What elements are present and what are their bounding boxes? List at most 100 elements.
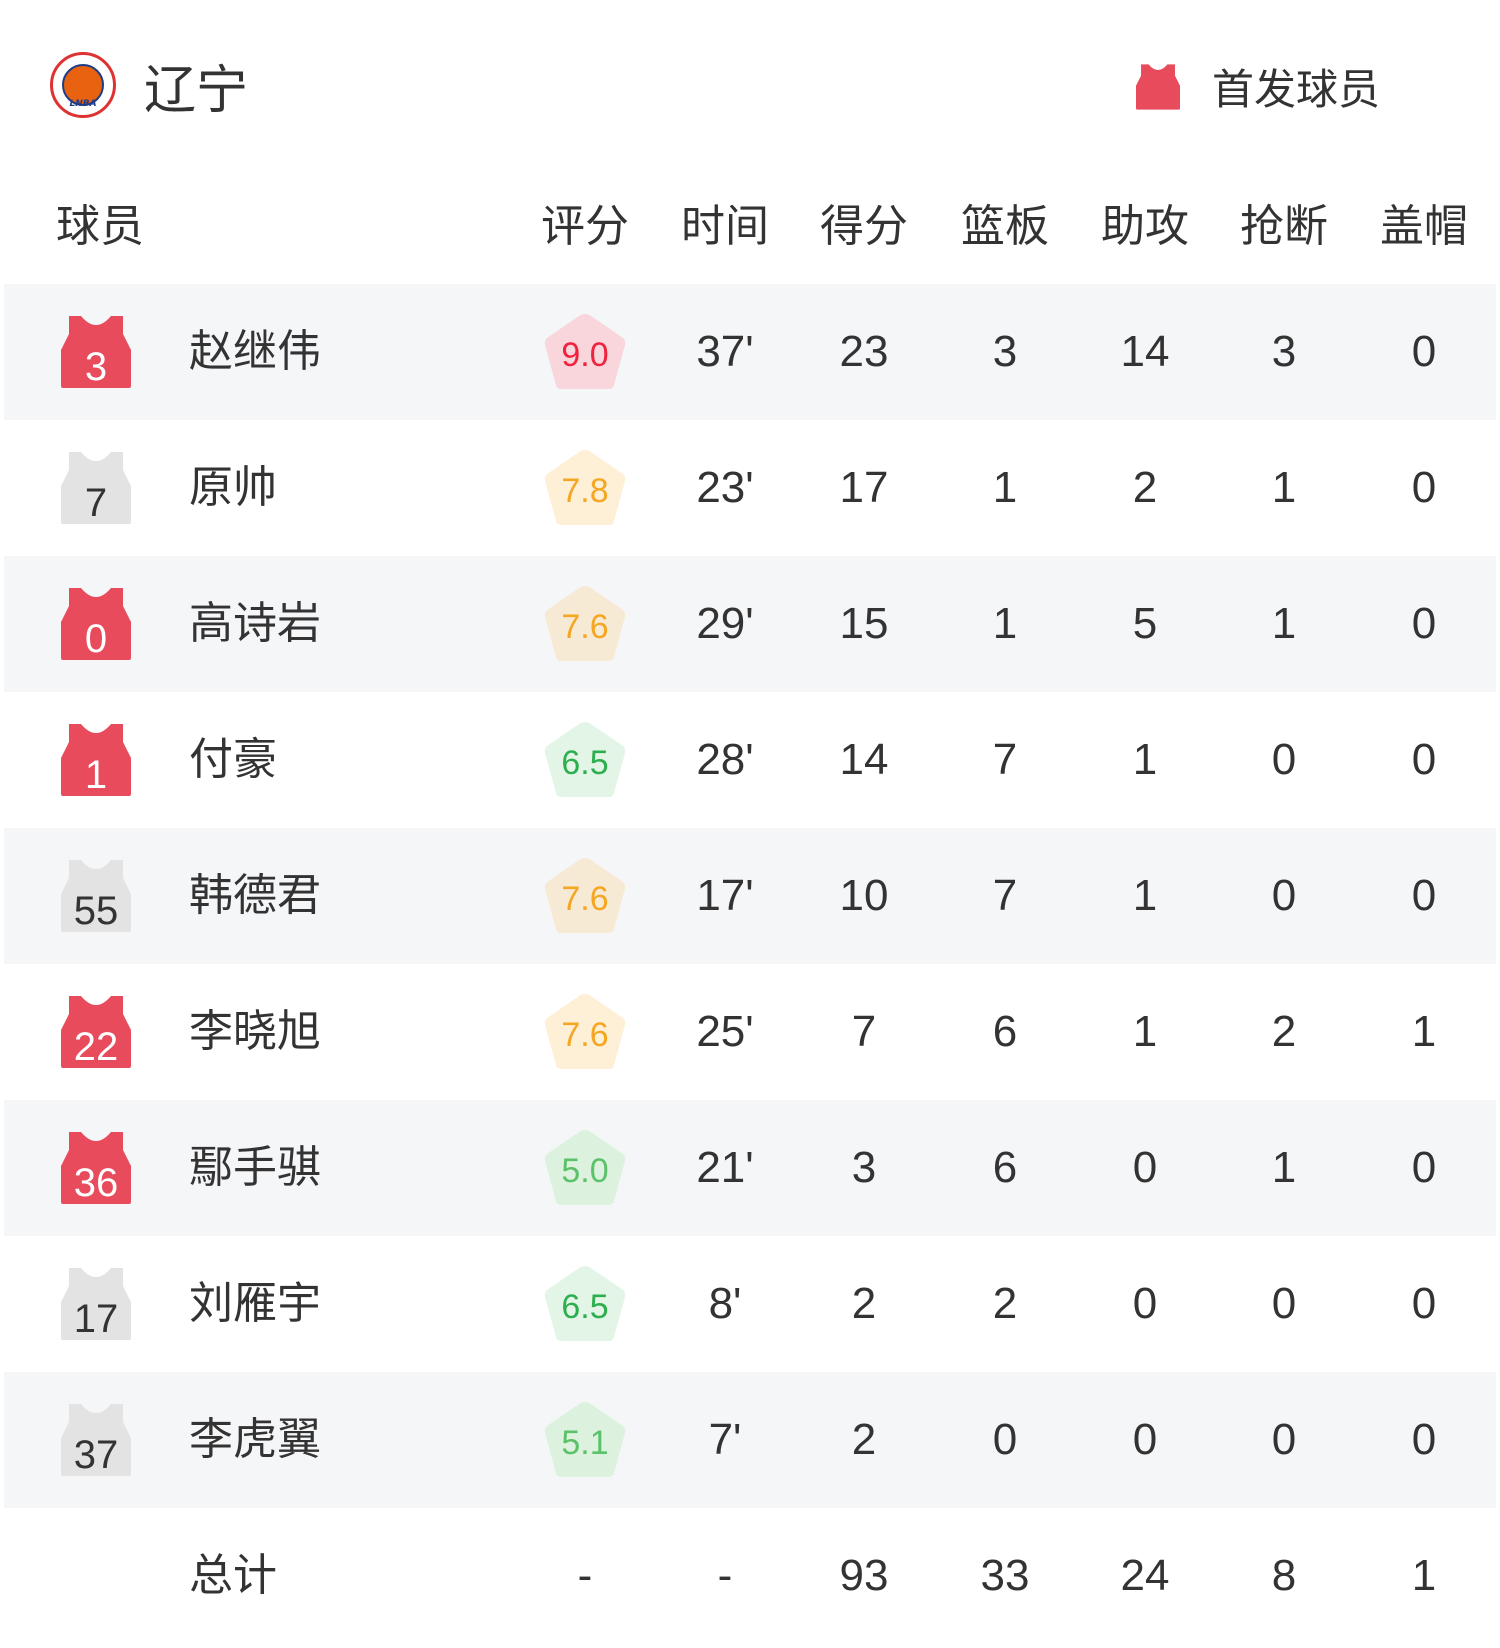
rating-value: 5.0 [561,1152,609,1190]
player-row[interactable]: 55 韩德君 7.6 17' 10 7 1 0 0 [4,828,1496,964]
rating-value: 6.5 [561,1288,609,1326]
rating-badge: 6.5 [543,1264,627,1344]
legend-label: 首发球员 [1211,65,1380,114]
total-label: 总计 [189,1550,277,1601]
stat-stl: 3 [1271,327,1297,376]
column-header: 球员 [56,201,144,252]
stat-ast: 1 [1132,1007,1158,1056]
stat-blk: 0 [1411,1143,1437,1192]
stat-reb: 3 [992,327,1018,376]
total-blk: 1 [1411,1551,1437,1600]
rating-value: 7.6 [561,1016,609,1054]
rating-badge: 7.6 [543,992,627,1072]
stat-reb: 1 [992,599,1018,648]
player-name[interactable]: 李虎翼 [189,1414,321,1465]
stat-pts: 3 [851,1143,877,1192]
team-name: 辽宁 [144,60,249,121]
stat-min: 23' [696,463,754,512]
jersey-number: 3 [84,345,108,389]
player-row[interactable]: 1 付豪 6.5 28' 14 7 1 0 0 [4,692,1496,828]
jersey-icon: 37 [61,1404,131,1477]
jersey-icon: 22 [61,996,131,1069]
jersey-number: 55 [73,889,119,933]
jersey-number: 1 [84,753,108,797]
stat-min: 8' [708,1279,742,1328]
stat-blk: 0 [1411,327,1437,376]
stat-ast: 0 [1132,1143,1158,1192]
player-row[interactable]: 36 鄢手骐 5.0 21' 3 6 0 1 0 [4,1100,1496,1236]
total-min: - [717,1551,733,1600]
total-stl: 8 [1271,1551,1297,1600]
total-reb: 33 [980,1551,1030,1600]
rating-value: 6.5 [561,744,609,782]
stat-reb: 0 [992,1415,1018,1464]
player-row[interactable]: 37 李虎翼 5.1 7' 2 0 0 0 0 [4,1372,1496,1508]
team-header: LNBA 辽宁 [50,50,249,121]
stat-ast: 1 [1132,735,1158,784]
stat-min: 25' [696,1007,754,1056]
player-row[interactable]: 3 赵继伟 9.0 37' 23 3 14 3 0 [4,284,1496,420]
player-name[interactable]: 付豪 [189,734,277,785]
stat-pts: 17 [839,463,889,512]
stat-blk: 1 [1411,1007,1437,1056]
jersey-icon [1135,63,1180,110]
jersey-icon: 55 [61,860,131,933]
player-name[interactable]: 赵继伟 [189,326,321,377]
stat-min: 7' [708,1415,742,1464]
rating-value: 9.0 [561,336,609,374]
jersey-icon: 7 [61,452,131,525]
stat-reb: 6 [992,1143,1018,1192]
player-row[interactable]: 7 原帅 7.8 23' 17 1 2 1 0 [4,420,1496,556]
jersey-icon: 36 [61,1132,131,1205]
stat-blk: 0 [1411,1279,1437,1328]
player-name[interactable]: 韩德君 [189,870,321,921]
column-header: 抢断 [1240,201,1328,252]
player-name[interactable]: 鄢手骐 [189,1142,321,1193]
jersey-icon: 0 [61,588,131,661]
stat-reb: 1 [992,463,1018,512]
rating-badge: 9.0 [543,312,627,392]
player-name[interactable]: 原帅 [189,462,277,513]
jersey-icon: 1 [61,724,131,797]
rating-value: 7.6 [561,880,609,918]
jersey-number: 36 [73,1161,119,1205]
player-row[interactable]: 17 刘雁宇 6.5 8' 2 2 0 0 0 [4,1236,1496,1372]
stat-blk: 0 [1411,599,1437,648]
stat-stl: 1 [1271,463,1297,512]
stat-min: 29' [696,599,754,648]
stat-blk: 0 [1411,735,1437,784]
rating-badge: 6.5 [543,720,627,800]
stat-blk: 0 [1411,463,1437,512]
column-header: 评分 [541,201,629,252]
jersey-number: 0 [84,617,108,661]
column-header: 助攻 [1101,201,1189,252]
stat-stl: 0 [1271,1415,1297,1464]
stat-ast: 0 [1132,1415,1158,1464]
player-name[interactable]: 高诗岩 [189,598,321,649]
player-name[interactable]: 李晓旭 [189,1006,321,1057]
column-header: 盖帽 [1380,201,1468,252]
total-row: 总计 - - 93 33 24 8 1 [4,1508,1496,1644]
player-row[interactable]: 22 李晓旭 7.6 25' 7 6 1 2 1 [4,964,1496,1100]
player-name[interactable]: 刘雁宇 [189,1278,321,1329]
rating-badge: 7.6 [543,584,627,664]
player-row[interactable]: 0 高诗岩 7.6 29' 15 1 5 1 0 [4,556,1496,692]
stat-stl: 1 [1271,1143,1297,1192]
jersey-number: 22 [73,1025,119,1069]
starter-legend: 首发球员 [1135,56,1380,117]
total-ast: 24 [1120,1551,1170,1600]
stat-stl: 0 [1271,871,1297,920]
stat-min: 17' [696,871,754,920]
stat-pts: 10 [839,871,889,920]
stat-min: 37' [696,327,754,376]
stat-stl: 0 [1271,735,1297,784]
rating-value: 5.1 [561,1424,609,1462]
stat-ast: 0 [1132,1279,1158,1328]
rating-value: 7.6 [561,608,609,646]
jersey-number: 17 [73,1297,119,1341]
rating-badge: 7.6 [543,856,627,936]
stat-reb: 7 [992,871,1018,920]
column-header: 得分 [820,201,908,252]
stat-blk: 0 [1411,871,1437,920]
team-logo: LNBA [50,52,116,118]
